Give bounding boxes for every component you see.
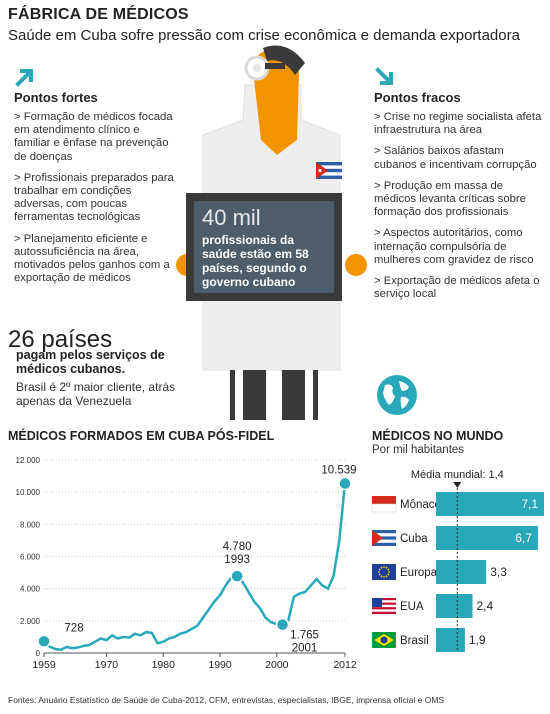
- bar-row: EUA 2,4: [372, 594, 494, 618]
- cuba-flag: [372, 530, 396, 546]
- arrow-down-right-icon: [375, 67, 393, 85]
- globe-icon: [377, 375, 417, 415]
- data-label: 4.780: [223, 541, 252, 553]
- bar: [436, 560, 487, 584]
- countries-paying-text: pagam pelos serviços de médicos cubanos.: [16, 348, 165, 376]
- weakness-item: Salários baixos afastam cubanos e incent…: [374, 145, 544, 171]
- strength-item: Formação de médicos focada em atendiment…: [14, 111, 174, 164]
- data-label: 728: [64, 622, 83, 634]
- weaknesses-heading: Pontos fracos: [374, 90, 461, 105]
- data-point-marker: [37, 634, 51, 649]
- line-chart-title: MÉDICOS FORMADOS EM CUBA PÓS-FIDEL: [8, 429, 275, 443]
- usa-flag: [372, 598, 396, 614]
- page-title: FÁBRICA DE MÉDICOS: [8, 6, 189, 23]
- bar-value-label: 1,9: [469, 633, 486, 647]
- sources-footer: Fontes: Anuário Estatístico de Saúde de …: [8, 695, 445, 705]
- eu-flag: [372, 564, 396, 580]
- x-tick-label: 1990: [208, 659, 232, 671]
- weakness-item: Crise no regime socialista afeta infraes…: [374, 111, 544, 137]
- bar-value-label: 2,4: [477, 599, 494, 613]
- countries-paying-detail: Brasil é 2º maior cliente, atrás apenas …: [16, 380, 176, 408]
- bar: [436, 526, 538, 550]
- bar-value-label: 7,1: [521, 497, 538, 511]
- line-series: [43, 483, 347, 652]
- y-tick-label: 4.000: [20, 585, 41, 594]
- brazil-flag: [372, 632, 396, 648]
- bar-category-label: Brasil: [400, 635, 429, 647]
- x-tick-label: 2000: [265, 659, 289, 671]
- strengths-list: Formação de médicos focada em atendiment…: [14, 111, 174, 293]
- data-point-marker: [275, 617, 290, 632]
- y-tick-label: 2.000: [20, 617, 41, 626]
- cuba-flag-pin: [316, 162, 342, 179]
- head-mirror-icon: [244, 55, 285, 81]
- sign-frame: 40 mil profissionais da saúde estão em 5…: [186, 193, 342, 301]
- bar-row: Brasil 1,9: [372, 628, 486, 652]
- bar-chart-subtitle: Por mil habitantes: [372, 444, 465, 456]
- sign-number: 40 mil: [202, 205, 261, 230]
- data-point-marker: [338, 476, 352, 491]
- x-tick-label: 1970: [95, 659, 119, 671]
- data-label-year: 2001: [292, 643, 318, 655]
- weakness-item: Produção em massa de médicos levanta crí…: [374, 180, 544, 220]
- strength-item: Planejamento eficiente e autossuficiênci…: [14, 233, 174, 286]
- sign-text: profissionais da saúde estão em 58 paíse…: [202, 233, 309, 289]
- x-tick-label: 1980: [152, 659, 176, 671]
- strength-item: Profissionais preparados para trabalhar …: [14, 172, 174, 225]
- y-tick-label: 10.000: [16, 488, 41, 497]
- y-tick-label: 6.000: [20, 553, 41, 562]
- strengths-heading: Pontos fortes: [14, 90, 98, 105]
- y-tick-label: 12.000: [16, 456, 41, 465]
- bar-value-label: 3,3: [490, 565, 507, 579]
- bar: [436, 628, 465, 652]
- weakness-item: Exportação de médicos afeta o serviço lo…: [374, 275, 544, 301]
- countries-paying-number: 26 países: [8, 326, 113, 353]
- weaknesses-list: Crise no regime socialista afeta infraes…: [374, 111, 544, 309]
- bar-category-label: Europa: [400, 567, 438, 579]
- monaco-flag: [371, 496, 397, 513]
- bar-chart: Mônaco 7,1 Cuba 6,7 Europa 3,3 EUA 2,4 Brasil 1,9…: [371, 470, 544, 652]
- page-subtitle: Saúde em Cuba sofre pressão com crise ec…: [8, 27, 520, 44]
- data-point-marker: [230, 569, 244, 583]
- bar-row: Cuba 6,7: [372, 526, 538, 550]
- sign-board: 40 mil profissionais da saúde estão em 5…: [194, 201, 334, 293]
- bar: [436, 492, 544, 516]
- bar-category-label: Cuba: [400, 533, 428, 545]
- bar-row: Europa 3,3: [372, 560, 507, 584]
- data-label-year: 1993: [224, 554, 250, 566]
- arrow-up-right-icon: [15, 69, 33, 87]
- bar-category-label: Mônaco: [400, 499, 441, 511]
- line-chart: 0 2.000 4.000 6.000 8.000 10.000 12.000 1959 19…: [16, 456, 357, 671]
- bar-row: Mônaco 7,1: [371, 492, 544, 516]
- y-tick-label: 8.000: [20, 520, 41, 529]
- reference-label: Média mundial: 1,4: [411, 470, 504, 481]
- bar: [436, 594, 473, 618]
- x-tick-label: 1959: [32, 659, 56, 671]
- bar-category-label: EUA: [400, 601, 424, 613]
- bar-value-label: 6,7: [515, 531, 532, 545]
- reference-marker: [453, 482, 462, 488]
- bar-chart-title: MÉDICOS NO MUNDO: [372, 429, 504, 443]
- y-tick-label: 0: [36, 649, 41, 658]
- data-label: 1.765: [290, 630, 319, 642]
- data-label: 10.539: [321, 464, 356, 476]
- x-tick-label: 2012: [333, 659, 357, 671]
- weakness-item: Aspectos autoritários, como internação c…: [374, 227, 544, 267]
